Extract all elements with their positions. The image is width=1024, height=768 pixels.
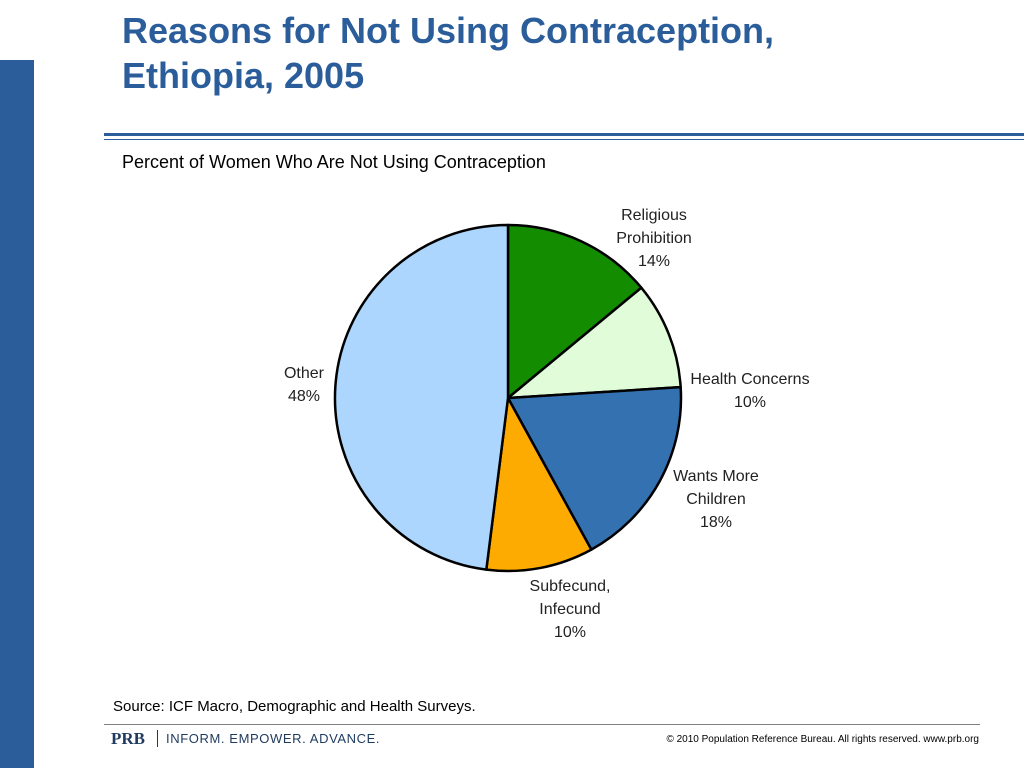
pie-label-other: Other 48% bbox=[284, 365, 325, 405]
pie-slices bbox=[333, 223, 683, 573]
prb-logo: PRB bbox=[111, 729, 145, 748]
footer-divider bbox=[104, 724, 980, 725]
logo-separator bbox=[157, 730, 158, 747]
pie-slice-religious-prohibition bbox=[506, 223, 643, 400]
pie-label-subfecund-infecund: Subfecund, Infecund 10% bbox=[530, 578, 611, 641]
title-divider-thick bbox=[104, 133, 1024, 136]
pie-labels: Religious Prohibition 14% Health Concerns 10… bbox=[284, 207, 810, 641]
title-divider-thin bbox=[104, 139, 1024, 140]
pie-slice-wants-more-children bbox=[506, 385, 683, 551]
pie-label-health-concerns: Health Concerns 10% bbox=[690, 371, 809, 411]
pie-label-religious-prohibition: Religious Prohibition 14% bbox=[616, 207, 692, 270]
pie-slice-other bbox=[333, 223, 510, 571]
title-line-1: Reasons for Not Using Contraception, bbox=[122, 10, 775, 51]
chart-subtitle: Percent of Women Who Are Not Using Contr… bbox=[122, 152, 546, 172]
pie-slice-subfecund-infecund bbox=[485, 396, 593, 573]
source-note: Source: ICF Macro, Demographic and Healt… bbox=[113, 698, 476, 715]
sidebar-accent-bar bbox=[0, 60, 34, 768]
pie-slice-health-concerns bbox=[506, 286, 682, 400]
slide-title: Reasons for Not Using Contraception, Eth… bbox=[122, 8, 982, 98]
title-line-2: Ethiopia, 2005 bbox=[122, 55, 365, 96]
footer-copyright: © 2010 Population Reference Bureau. All … bbox=[666, 734, 979, 745]
footer-tagline: INFORM. EMPOWER. ADVANCE. bbox=[166, 731, 381, 746]
pie-label-wants-more-children: Wants More Children 18% bbox=[673, 468, 759, 531]
